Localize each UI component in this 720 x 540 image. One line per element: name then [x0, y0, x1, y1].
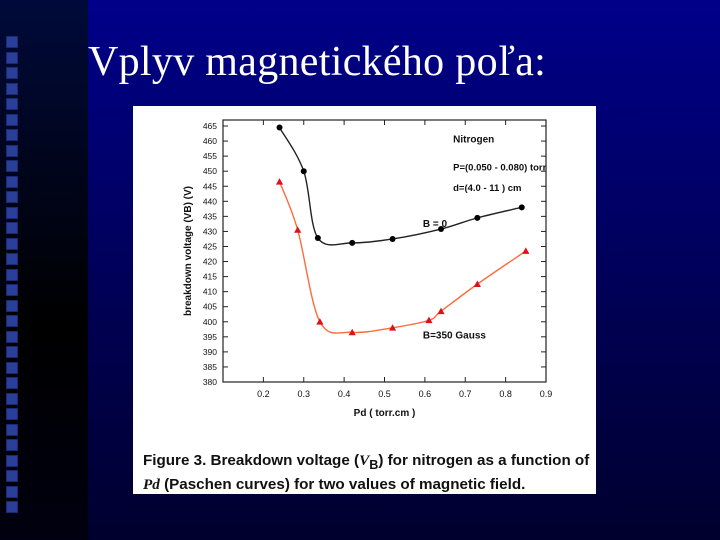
data-point-b350 [522, 247, 530, 254]
decor-square [6, 36, 18, 48]
decor-square [6, 129, 18, 141]
data-point-b350 [473, 280, 481, 288]
decor-square [6, 98, 18, 110]
caption-text-1: Breakdown voltage ( [206, 452, 360, 469]
x-tick-label: 0.5 [378, 389, 391, 399]
decor-square [6, 253, 18, 265]
series-line-b0 [278, 127, 522, 246]
decor-square [6, 82, 18, 95]
series-line-b350 [278, 181, 527, 334]
paschen-chart: Pd ( torr.cm ) breakdown voltage (VB) (V)… [183, 119, 553, 419]
y-tick-label: 385 [203, 362, 217, 372]
data-point-b350 [316, 318, 324, 325]
data-point-b0 [276, 124, 283, 131]
data-point-b350 [388, 324, 397, 331]
y-tick-label: 380 [203, 377, 217, 387]
y-tick-label: 435 [203, 211, 217, 221]
data-point-b0 [474, 214, 481, 221]
x-tick-label: 0.9 [540, 389, 553, 399]
y-tick-label: 415 [203, 272, 217, 282]
data-point-b0 [438, 226, 445, 233]
y-tick-label: 445 [203, 181, 217, 191]
data-point-b350 [275, 178, 284, 185]
decor-square [6, 144, 18, 157]
decor-square [6, 423, 18, 436]
y-tick-label: 440 [203, 196, 217, 206]
y-tick-label: 430 [203, 226, 217, 236]
y-tick-label: 405 [203, 302, 217, 312]
annotation-b350: B=350 Gauss [423, 330, 487, 341]
decor-square [6, 237, 18, 250]
decor-square [6, 191, 18, 203]
plot-frame [222, 119, 547, 383]
decor-square [6, 206, 18, 219]
x-tick-label: 0.2 [257, 389, 270, 399]
y-tick-label: 465 [203, 121, 217, 131]
data-point-b0 [389, 235, 396, 242]
y-tick-label: 400 [203, 317, 217, 327]
x-tick-label: 0.3 [297, 389, 310, 399]
caption-sub: B [369, 458, 379, 473]
caption-text-3: (Paschen curves) for two values of magne… [159, 476, 526, 494]
y-tick-label: 460 [203, 136, 217, 146]
decor-square [6, 315, 18, 327]
x-tick-label: 0.7 [459, 389, 472, 399]
decor-square [6, 175, 18, 188]
decor-square [6, 439, 18, 451]
annotation-pressure: P=(0.050 - 0.080) torr [453, 162, 547, 173]
caption-text-2: ) for nitrogen as a function of [378, 452, 590, 469]
x-tick-label: 0.4 [338, 389, 351, 399]
x-tick-label: 0.8 [499, 389, 512, 399]
annotation-b0: B = 0 [423, 219, 448, 230]
y-tick-label: 390 [203, 347, 217, 357]
slide-title: Vplyv magnetického poľa: [88, 39, 547, 85]
figure-panel: Pd ( torr.cm ) breakdown voltage (VB) (V)… [133, 106, 596, 494]
decor-square [6, 222, 18, 234]
decor-square [6, 346, 18, 358]
decor-square [6, 113, 18, 126]
decor-square [6, 361, 18, 374]
y-tick-label: 425 [203, 241, 217, 251]
decor-square [6, 299, 18, 312]
decor-square [6, 51, 18, 64]
decor-square [6, 470, 18, 482]
data-point-b350 [294, 226, 302, 233]
data-point-b0 [314, 235, 321, 242]
caption-var: V [359, 452, 370, 469]
y-tick-label: 450 [203, 166, 217, 176]
figure-caption: Figure 3. Breakdown voltage (VB) for nit… [143, 451, 593, 494]
caption-pd: Pd [143, 476, 160, 494]
decor-square [6, 377, 18, 389]
decor-square [6, 284, 18, 296]
data-point-b0 [349, 239, 356, 246]
data-point-b0 [300, 168, 307, 175]
y-tick-label: 455 [203, 151, 217, 161]
data-point-b350 [425, 316, 433, 324]
x-axis-label: Pd ( torr.cm ) [354, 408, 416, 419]
decor-square [6, 268, 18, 281]
data-point-b0 [518, 204, 525, 211]
annotation-distance: d=(4.0 - 11 ) cm [453, 183, 521, 194]
decor-square [6, 330, 18, 343]
y-tick-label: 395 [203, 332, 217, 342]
decor-square [6, 67, 18, 79]
decor-square [6, 485, 18, 498]
decor-square [6, 454, 18, 467]
y-tick-label: 410 [203, 287, 217, 297]
annotation-nitrogen: Nitrogen [453, 135, 494, 146]
decor-square [6, 392, 18, 405]
decor-square [6, 501, 18, 513]
caption-label: Figure 3. [143, 452, 207, 469]
y-axis-label: breakdown voltage (VB) (V) [183, 186, 194, 316]
x-tick-label: 0.6 [419, 389, 432, 399]
bullet-squares-decoration [4, 36, 28, 536]
data-point-b350 [437, 307, 445, 315]
decor-square [6, 160, 18, 172]
data-point-b350 [348, 328, 356, 336]
decor-square [6, 408, 18, 420]
y-tick-label: 420 [203, 257, 217, 267]
